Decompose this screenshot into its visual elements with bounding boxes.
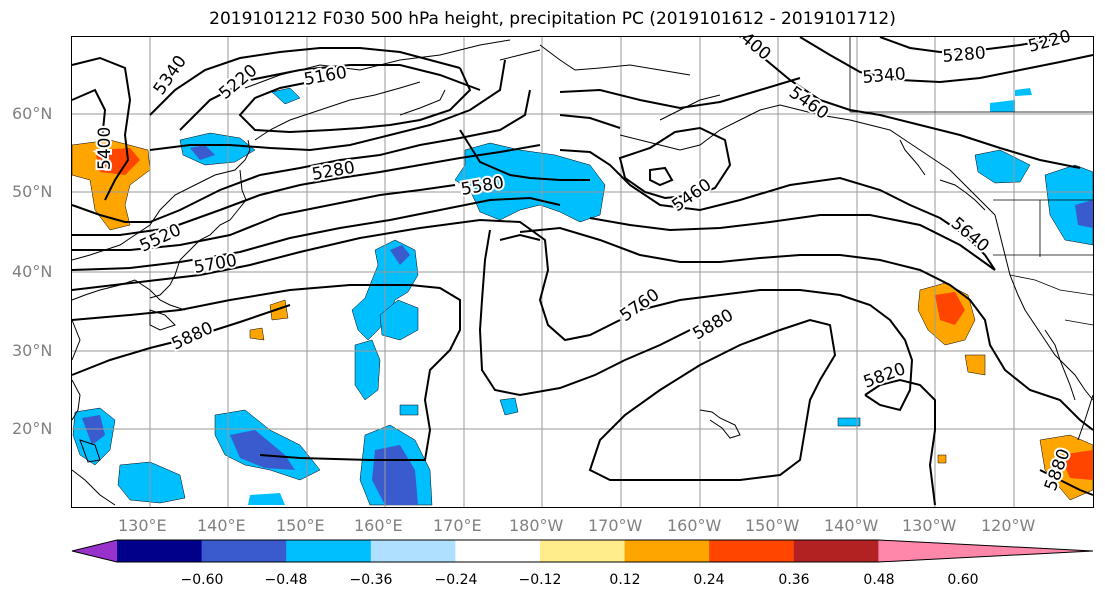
lat-label: 60°N (12, 104, 53, 123)
positive-precip-patch (937, 454, 947, 464)
negative-precip-patch (1015, 88, 1032, 96)
colorbar-extend-high (878, 540, 1093, 562)
lat-label: 30°N (12, 341, 53, 360)
positive-precip-patch (269, 299, 289, 321)
colorbar-segment (540, 540, 626, 562)
positive-precip-patch (964, 354, 986, 376)
colorbar-segment (624, 540, 710, 562)
negative-precip-patch (974, 149, 1031, 184)
positive-precip-patch (1060, 450, 1093, 480)
contour-label: 5160 (302, 63, 348, 90)
lon-label: 140°W (824, 516, 879, 535)
contour-label: 5340 (150, 52, 191, 99)
colorbar-tick-label: −0.12 (518, 572, 562, 588)
contour-label: 5280 (310, 158, 356, 185)
colorbar-segment (370, 540, 456, 562)
lon-label: 150°W (745, 516, 800, 535)
lon-label: 170°W (588, 516, 643, 535)
colorbar-tick-label: 0.12 (609, 572, 641, 588)
negative-precip-patch (82, 415, 105, 445)
negative-precip-patch (248, 493, 285, 505)
height-contours (71, 36, 1094, 506)
contour-label: 5700 (192, 251, 238, 278)
lon-label: 170°E (433, 516, 482, 535)
colorbar-tick-label: −0.24 (434, 572, 478, 588)
negative-precip-patch (390, 245, 410, 265)
lon-label: 130°W (902, 516, 957, 535)
negative-precip-patch (837, 417, 861, 427)
negative-precip-patch (271, 87, 301, 105)
lon-label: 160°W (667, 516, 722, 535)
contour-label: 5880 (169, 318, 217, 354)
map-frame (71, 36, 1094, 508)
colorbar-segment (709, 540, 795, 562)
negative-precip-patch (399, 404, 419, 416)
negative-precip-patch (379, 299, 419, 341)
negative-precip-patch (454, 142, 606, 223)
lon-label: 140°E (197, 516, 246, 535)
contour-label: 5520 (137, 220, 185, 256)
colorbar-extend-low (72, 540, 117, 562)
colorbar-outline (71, 539, 1094, 563)
colorbar-tick-label: 0.48 (863, 572, 895, 588)
negative-precip-patch (1075, 200, 1093, 228)
contour-label: 5220 (1026, 26, 1073, 57)
negative-precip-patch (117, 461, 186, 504)
colorbar-tick-label: −0.48 (264, 572, 308, 588)
political-borders (849, 37, 1094, 326)
contour-label: 5640 (947, 214, 993, 257)
negative-precip-patch (354, 339, 381, 401)
negative-precip-patch (499, 397, 519, 416)
lat-label: 40°N (12, 262, 53, 281)
lon-label: 180°W (509, 516, 564, 535)
positive-precip-patch (249, 327, 265, 341)
lon-label: 130°E (118, 516, 167, 535)
contour-label: 5400 (95, 127, 115, 170)
colorbar-tick-label: 0.24 (693, 572, 725, 588)
colorbar-segment (201, 540, 287, 562)
negative-precip-patch (990, 100, 1015, 112)
lon-label: 160°E (354, 516, 403, 535)
colorbar-tick-label: 0.36 (778, 572, 810, 588)
colorbar-segment (455, 540, 541, 562)
colorbar-tick-label: 0.60 (947, 572, 979, 588)
negative-precip-patch (190, 145, 215, 160)
colorbar-tick-label: −0.60 (180, 572, 224, 588)
positive-precip-patch (95, 148, 140, 175)
contour-label: 5760 (616, 285, 663, 326)
positive-precip-patch (935, 292, 965, 325)
contour-label: 5460 (785, 83, 832, 124)
lon-label: 150°E (276, 516, 325, 535)
colorbar-segment (286, 540, 372, 562)
lat-label: 50°N (12, 182, 53, 201)
colorbar-segment (117, 540, 203, 562)
negative-precip-patch (230, 430, 295, 470)
colorbar-segment (793, 540, 879, 562)
lon-label: 120°W (981, 516, 1036, 535)
colorbar-tick-label: −0.36 (349, 572, 393, 588)
contour-label: 5340 (862, 64, 907, 88)
lat-label: 20°N (12, 419, 53, 438)
contour-label: 400 (737, 29, 775, 65)
colorbar (71, 539, 1094, 563)
map-title: 2019101212 F030 500 hPa height, precipit… (209, 9, 896, 29)
contour-label: 5880 (690, 305, 737, 344)
contour-label: 5820 (861, 359, 908, 393)
contour-label: 5280 (942, 43, 987, 67)
